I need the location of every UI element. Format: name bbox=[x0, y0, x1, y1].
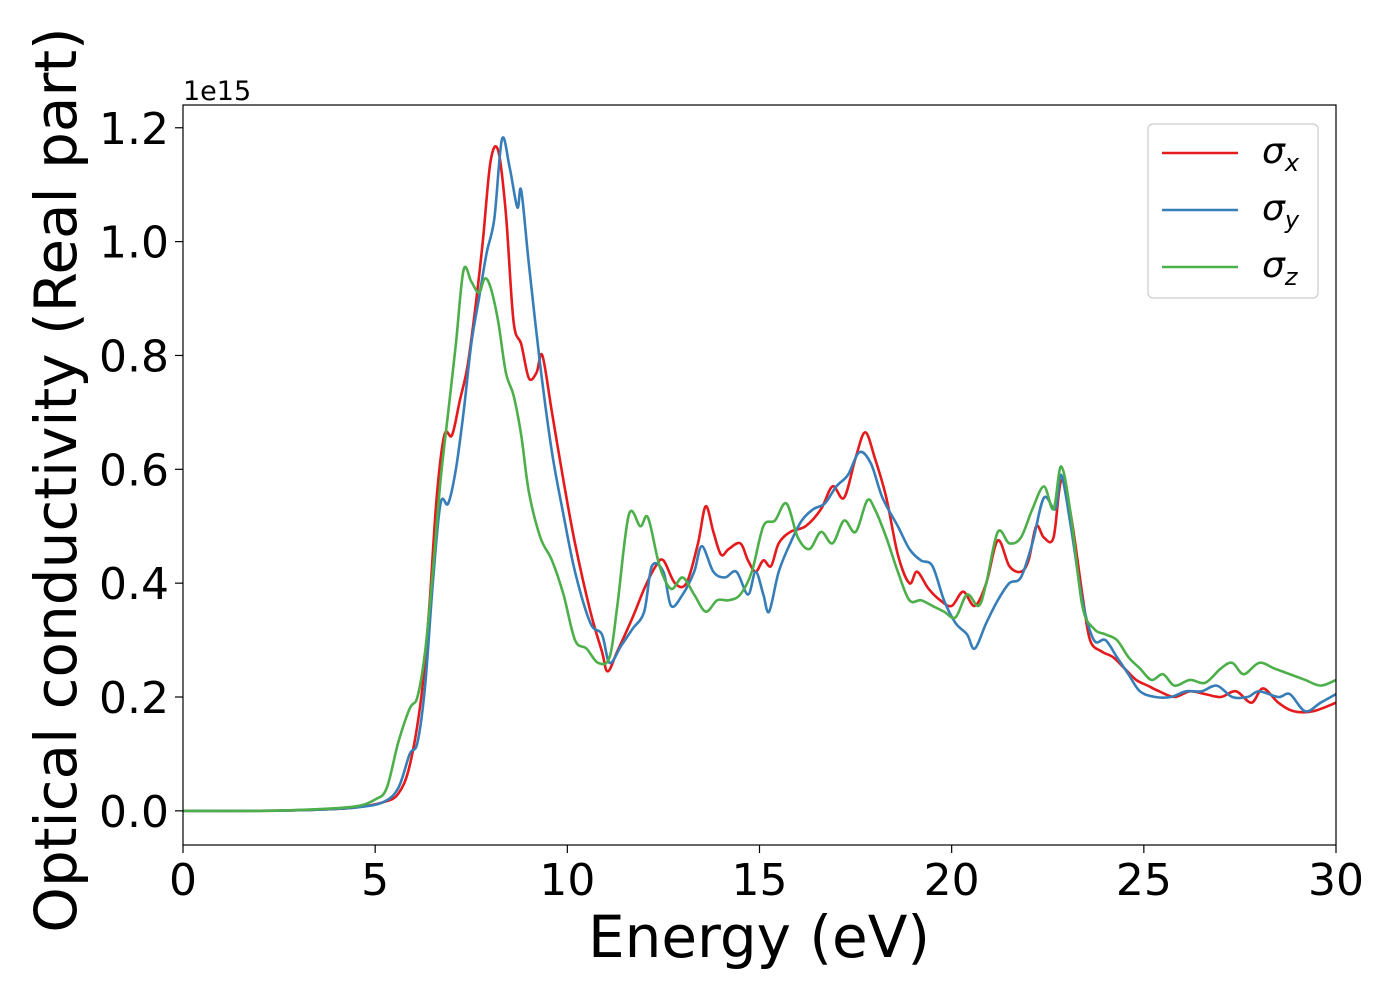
plot-frame bbox=[182, 104, 1337, 846]
x-axis: 0 5 10 15 20 25 30 bbox=[169, 845, 1364, 906]
y-axis-label: Optical conductivity (Real part) bbox=[22, 27, 90, 932]
x-axis-label: Energy (eV) bbox=[588, 903, 930, 971]
x-tick-label: 0 bbox=[169, 855, 197, 906]
y-offset-label: 1e15 bbox=[183, 76, 251, 107]
series-lines bbox=[183, 136, 1336, 813]
y-tick-label: 0.0 bbox=[99, 787, 169, 838]
series-line-z bbox=[183, 265, 1336, 813]
legend-label-z: σz bbox=[1262, 245, 1299, 291]
x-tick-label: 25 bbox=[1116, 855, 1172, 906]
series-line-x bbox=[183, 145, 1336, 813]
series-line-y bbox=[183, 136, 1336, 813]
x-tick-label: 30 bbox=[1308, 855, 1364, 906]
y-tick-label: 1.2 bbox=[99, 104, 169, 155]
x-tick-label: 10 bbox=[539, 855, 595, 906]
x-tick-label: 20 bbox=[924, 855, 980, 906]
y-axis: 0.0 0.2 0.4 0.6 0.8 1.0 1.2 bbox=[99, 104, 183, 838]
y-tick-label: 0.8 bbox=[99, 331, 169, 382]
y-tick-label: 1.0 bbox=[99, 218, 169, 269]
x-tick-label: 5 bbox=[361, 855, 389, 906]
y-tick-label: 0.4 bbox=[99, 559, 169, 610]
y-tick-label: 0.2 bbox=[99, 673, 169, 724]
x-tick-label: 15 bbox=[732, 855, 788, 906]
y-tick-label: 0.6 bbox=[99, 445, 169, 496]
